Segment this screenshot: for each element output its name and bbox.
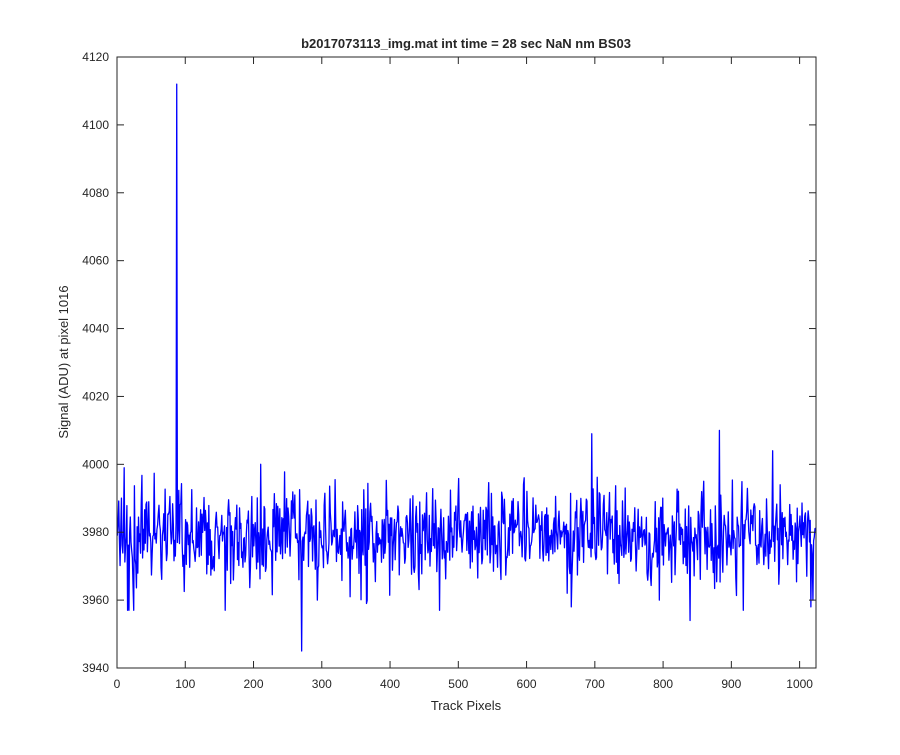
plot-background	[117, 57, 816, 668]
x-tick-label: 100	[175, 677, 195, 691]
y-tick-label: 4100	[82, 118, 109, 132]
chart-title: b2017073113_img.mat int time = 28 sec Na…	[301, 36, 631, 51]
x-tick-label: 400	[380, 677, 400, 691]
x-tick-label: 600	[517, 677, 537, 691]
x-tick-label: 0	[114, 677, 121, 691]
y-tick-label: 4020	[82, 389, 109, 403]
x-tick-label: 200	[244, 677, 264, 691]
y-axis-title: Signal (ADU) at pixel 1016	[56, 285, 71, 438]
y-tick-label: 4040	[82, 322, 109, 336]
axes-box	[116, 56, 817, 669]
y-tick-label: 3940	[82, 661, 109, 675]
x-tick-label: 900	[721, 677, 741, 691]
x-tick-label: 800	[653, 677, 673, 691]
y-tick-label: 4080	[82, 186, 109, 200]
series-line	[116, 83, 817, 652]
x-tick-label: 500	[448, 677, 468, 691]
x-tick-label: 700	[585, 677, 605, 691]
y-tick-label: 3960	[82, 593, 109, 607]
y-tick-label: 4000	[82, 457, 109, 471]
x-tick-label: 300	[312, 677, 332, 691]
y-tick-label: 4120	[82, 50, 109, 64]
x-tick-label: 1000	[786, 677, 813, 691]
axes-layer: 0 100 200 300 400 500 600 700 800 900 1000 3940 3960…	[82, 50, 817, 691]
y-tick-label: 3980	[82, 525, 109, 539]
y-tick-label: 4060	[82, 254, 109, 268]
data-layer	[116, 83, 817, 652]
x-axis-title: Track Pixels	[431, 698, 502, 713]
